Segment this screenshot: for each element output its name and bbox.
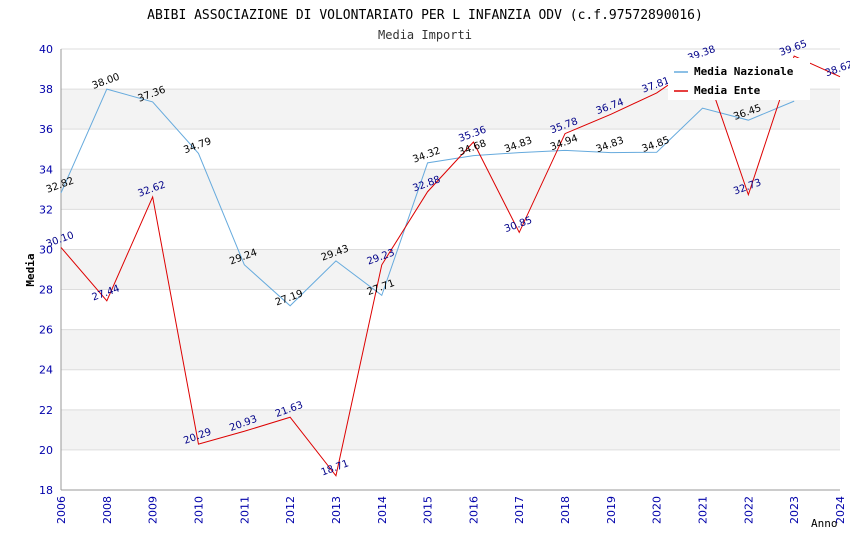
legend-box bbox=[668, 58, 810, 100]
x-axis-label: Anno bbox=[811, 517, 838, 530]
x-tick-label: 2010 bbox=[192, 496, 205, 524]
y-tick-label: 22 bbox=[39, 404, 53, 417]
legend-label-nazionale: Media Nazionale bbox=[694, 65, 794, 78]
x-tick-label: 2015 bbox=[422, 496, 435, 524]
chart-title: ABIBI ASSOCIAZIONE DI VOLONTARIATO PER L… bbox=[147, 8, 703, 23]
grid-band bbox=[61, 409, 840, 450]
y-tick-label: 24 bbox=[39, 364, 53, 377]
y-tick-label: 34 bbox=[39, 163, 53, 176]
x-tick-label: 2012 bbox=[284, 496, 297, 524]
x-tick-label: 2013 bbox=[330, 496, 343, 524]
legend-label-ente: Media Ente bbox=[694, 84, 761, 97]
grid-band bbox=[61, 329, 840, 370]
grid-band bbox=[61, 169, 840, 210]
x-tick-label: 2011 bbox=[238, 496, 251, 524]
y-tick-label: 32 bbox=[39, 203, 53, 216]
y-tick-label: 38 bbox=[39, 83, 53, 96]
x-tick-label: 2017 bbox=[513, 496, 526, 524]
legend: Media Nazionale Media Ente bbox=[668, 58, 810, 100]
x-tick-label: 2024 bbox=[834, 496, 847, 524]
series-line-nazionale bbox=[60, 88, 795, 307]
grid-band bbox=[61, 249, 840, 290]
x-tick-label: 2009 bbox=[147, 496, 160, 524]
y-tick-label: 36 bbox=[39, 123, 53, 136]
x-tick-label: 2006 bbox=[55, 496, 68, 524]
x-tick-labels: 2006 2008 2009 2010 2011 2012 2013 2014 2015 2016… bbox=[55, 496, 847, 524]
chart-subtitle: Media Importi bbox=[378, 28, 472, 42]
y-tick-label: 40 bbox=[39, 43, 53, 56]
y-tick-label: 18 bbox=[39, 484, 53, 497]
y-tick-labels: 18 20 22 24 26 28 30 32 34 36 38 40 bbox=[39, 43, 53, 497]
y-tick-label: 20 bbox=[39, 444, 53, 457]
axes bbox=[60, 49, 840, 491]
y-tick-label: 30 bbox=[39, 243, 53, 256]
x-tick-label: 2019 bbox=[605, 496, 618, 524]
x-tick-label: 2021 bbox=[697, 496, 710, 524]
y-tick-label: 26 bbox=[39, 324, 53, 337]
x-tick-label: 2016 bbox=[467, 496, 480, 524]
y-tick-label: 28 bbox=[39, 284, 53, 297]
grid-bands bbox=[61, 89, 840, 450]
x-tick-label: 2014 bbox=[376, 496, 389, 524]
x-tick-label: 2022 bbox=[742, 496, 755, 524]
y-axis-label: Media bbox=[24, 253, 37, 286]
x-tick-label: 2023 bbox=[788, 496, 801, 524]
x-tick-label: 2018 bbox=[559, 496, 572, 524]
x-tick-label: 2020 bbox=[651, 496, 664, 524]
x-tick-label: 2008 bbox=[101, 496, 114, 524]
